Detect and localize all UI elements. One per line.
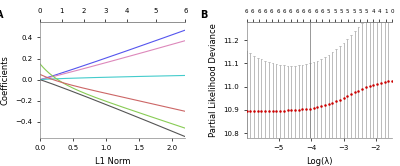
Y-axis label: Partial Likelihood Deviance: Partial Likelihood Deviance bbox=[209, 23, 218, 137]
X-axis label: L1 Norm: L1 Norm bbox=[95, 157, 130, 166]
Text: A: A bbox=[0, 10, 4, 20]
Y-axis label: Coefficients: Coefficients bbox=[1, 55, 10, 105]
Text: B: B bbox=[200, 10, 207, 20]
X-axis label: Log(λ): Log(λ) bbox=[306, 157, 332, 166]
